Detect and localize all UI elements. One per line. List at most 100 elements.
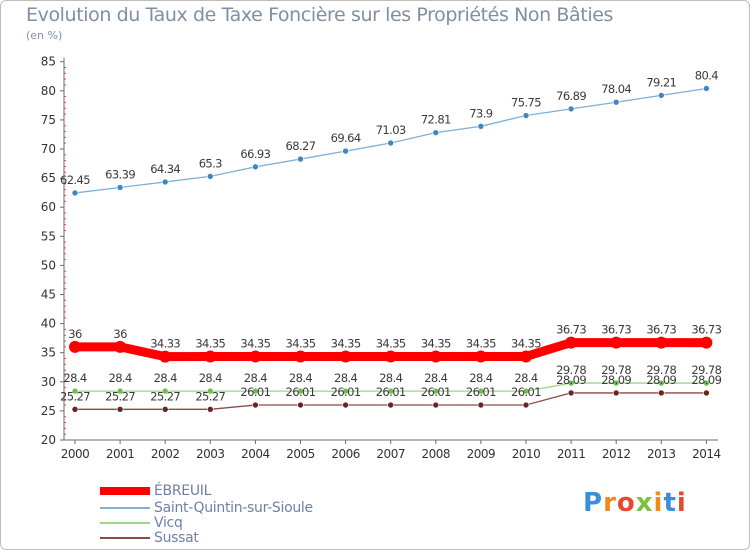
data-label: 28.4 xyxy=(154,371,177,385)
y-tick-label: 50 xyxy=(41,258,56,272)
y-tick-label: 40 xyxy=(41,317,56,331)
data-point xyxy=(71,406,79,413)
data-point xyxy=(612,98,620,106)
data-point xyxy=(657,379,665,387)
data-point xyxy=(612,379,620,387)
data-label: 26.01 xyxy=(240,385,270,399)
x-tick-label: 2005 xyxy=(286,447,315,461)
logo-letter: i xyxy=(653,488,664,518)
x-tick-label: 2013 xyxy=(647,447,676,461)
data-label: 34.35 xyxy=(511,336,541,350)
y-tick-label: 70 xyxy=(41,142,56,156)
legend-swatch-ebreuil xyxy=(100,487,150,495)
data-point xyxy=(342,401,349,409)
legend-label-vicq: Vicq xyxy=(154,515,183,531)
data-point xyxy=(477,123,485,130)
data-label: 28.4 xyxy=(289,371,312,385)
data-point xyxy=(161,387,169,395)
data-point xyxy=(477,387,485,395)
y-tick-label: 30 xyxy=(41,375,56,389)
data-label: 29.78 xyxy=(601,363,631,377)
data-label: 34.33 xyxy=(150,337,180,351)
x-tick-label: 2002 xyxy=(151,447,180,461)
logo-letter: t xyxy=(663,488,677,518)
data-point xyxy=(522,387,530,395)
data-point xyxy=(252,387,259,395)
logo-letter: i xyxy=(676,488,687,518)
data-label: 34.35 xyxy=(286,336,316,350)
data-label: 34.35 xyxy=(240,336,270,350)
data-label: 25.27 xyxy=(60,389,90,403)
data-label: 34.35 xyxy=(195,336,225,350)
data-point xyxy=(161,406,169,413)
data-point xyxy=(207,173,214,180)
data-label: 34.35 xyxy=(421,336,451,350)
data-point xyxy=(700,336,713,349)
y-tick-label: 35 xyxy=(41,346,56,360)
y-tick-label: 65 xyxy=(41,171,56,185)
data-label: 73.9 xyxy=(469,106,492,120)
data-point xyxy=(294,350,307,363)
data-point xyxy=(161,178,169,186)
data-label: 25.27 xyxy=(150,389,180,403)
data-point xyxy=(477,401,485,409)
x-tick-label: 2000 xyxy=(61,447,90,461)
data-label: 28.4 xyxy=(63,371,86,385)
data-point xyxy=(116,387,124,395)
data-point xyxy=(387,401,395,409)
data-label: 65.3 xyxy=(199,156,222,170)
legend-label-ebreuil: ÉBREUIL xyxy=(154,483,212,499)
data-label: 28.09 xyxy=(556,373,586,387)
data-label: 72.81 xyxy=(421,113,451,127)
x-tick-label: 2009 xyxy=(467,447,496,461)
data-label: 78.04 xyxy=(601,82,631,96)
data-label: 34.35 xyxy=(331,336,361,350)
data-point xyxy=(703,85,710,92)
data-label: 34.35 xyxy=(376,336,406,350)
data-label: 36 xyxy=(113,327,127,341)
data-point xyxy=(297,401,304,409)
chart-title: Evolution du Taux de Taxe Foncière sur l… xyxy=(26,4,614,26)
x-tick-label: 2006 xyxy=(331,447,360,461)
data-label: 25.27 xyxy=(195,389,225,403)
data-label: 71.03 xyxy=(376,123,406,137)
y-tick-label: 45 xyxy=(41,288,56,302)
x-tick-label: 2011 xyxy=(557,447,586,461)
data-label: 75.75 xyxy=(511,96,541,110)
logo-letter: r xyxy=(603,488,617,518)
data-label: 28.4 xyxy=(424,371,447,385)
x-tick-label: 2010 xyxy=(512,447,541,461)
data-point xyxy=(114,340,127,353)
data-point xyxy=(71,387,79,395)
x-tick-label: 2007 xyxy=(376,447,405,461)
data-point xyxy=(522,401,530,409)
data-point xyxy=(207,387,214,395)
data-label: 26.01 xyxy=(466,385,496,399)
data-point xyxy=(703,389,710,397)
data-point xyxy=(384,350,397,363)
data-label: 29.78 xyxy=(556,363,586,377)
x-tick-label: 2004 xyxy=(241,447,270,461)
data-point xyxy=(387,387,395,395)
legend-swatch-saint-quintin xyxy=(100,507,150,509)
y-tick-label: 20 xyxy=(41,433,56,447)
data-point xyxy=(252,401,259,409)
data-point xyxy=(657,92,665,99)
x-tick-label: 2008 xyxy=(422,447,451,461)
data-label: 29.78 xyxy=(691,363,721,377)
data-point xyxy=(612,389,620,397)
data-point xyxy=(116,406,124,413)
data-point xyxy=(567,379,575,387)
data-point xyxy=(116,184,124,191)
y-tick-label: 80 xyxy=(41,84,56,98)
legend-item-ebreuil: ÉBREUIL xyxy=(100,483,400,500)
y-tick-label: 25 xyxy=(41,404,56,418)
data-label: 26.01 xyxy=(511,385,541,399)
data-label: 80.4 xyxy=(695,68,718,82)
data-point xyxy=(565,336,578,349)
data-point xyxy=(159,350,172,363)
data-point xyxy=(432,401,440,409)
data-point xyxy=(567,389,575,397)
data-label: 26.01 xyxy=(286,385,316,399)
data-label: 36 xyxy=(68,327,82,341)
